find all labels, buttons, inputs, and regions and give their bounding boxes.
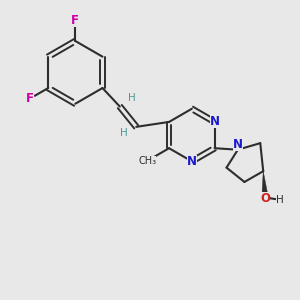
Text: N: N	[187, 155, 197, 168]
Polygon shape	[262, 171, 267, 193]
Text: H: H	[128, 93, 136, 103]
Text: H: H	[276, 195, 284, 205]
Text: H: H	[120, 128, 128, 138]
Text: F: F	[71, 14, 79, 27]
Text: CH₃: CH₃	[138, 156, 156, 166]
Text: O: O	[260, 192, 270, 205]
Text: N: N	[210, 116, 220, 128]
Text: N: N	[233, 138, 243, 151]
Text: F: F	[26, 92, 34, 105]
